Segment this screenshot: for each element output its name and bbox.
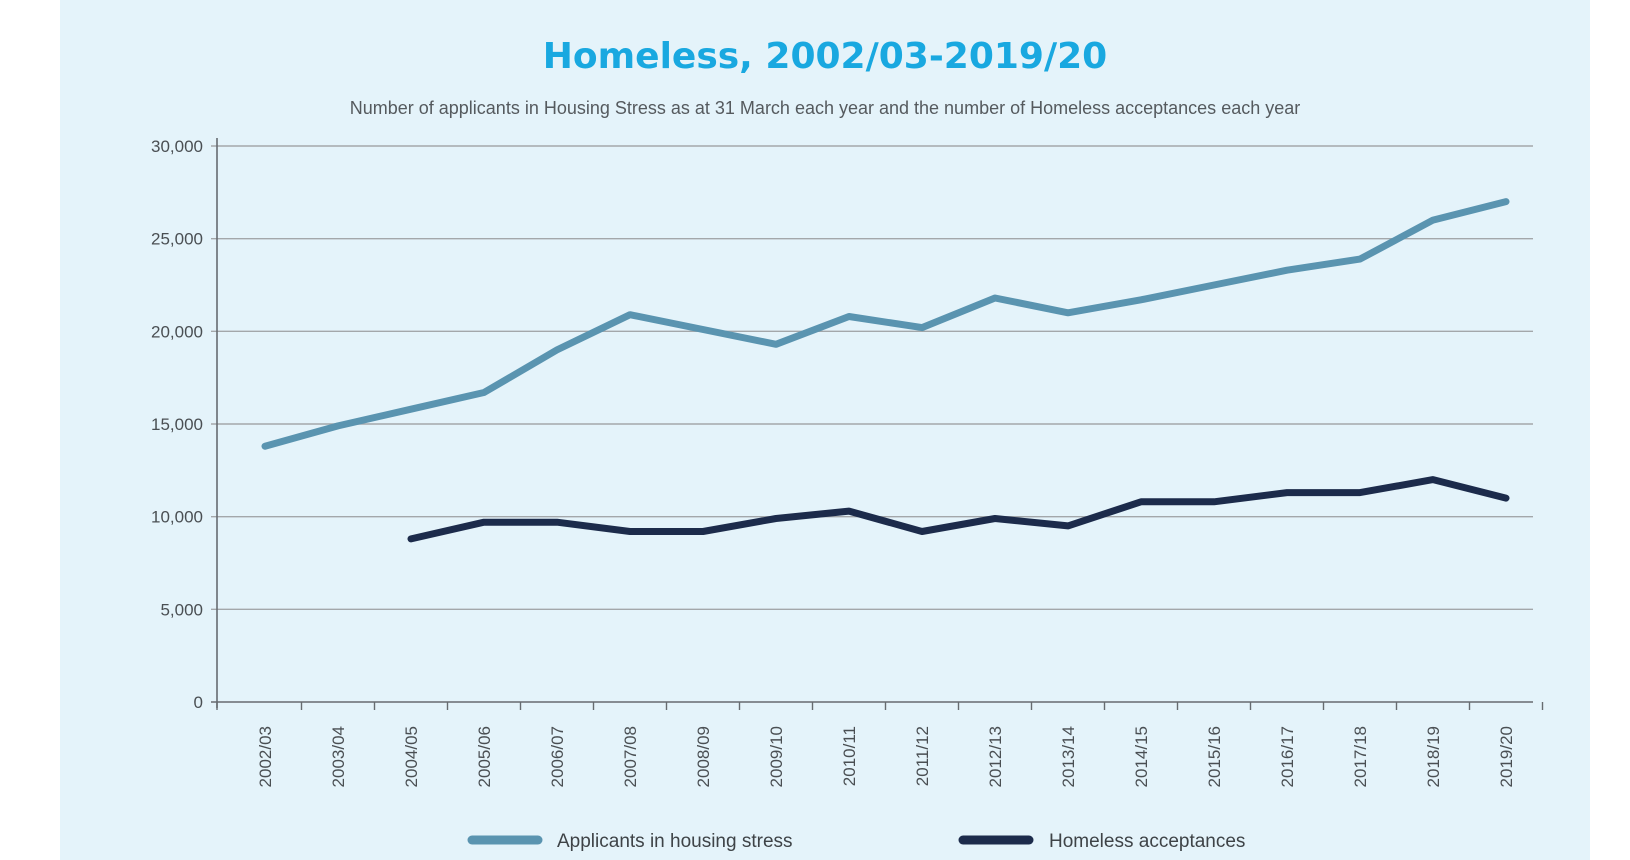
x-tick-label: 2006/07 [548,726,567,787]
legend-label: Applicants in housing stress [557,831,793,852]
x-tick-label: 2003/04 [329,726,348,787]
x-tick-label: 2008/09 [694,726,713,787]
series-line-housing-stress [261,198,1510,450]
x-tick-label: 2018/19 [1424,726,1443,787]
x-tick-label: 2019/20 [1497,726,1516,787]
x-tick-label: 2013/14 [1059,726,1078,787]
y-tick-label: 0 [194,693,203,712]
y-tick-label: 30,000 [151,137,203,156]
y-tick-label: 20,000 [151,322,203,341]
x-tick-label: 2010/11 [840,726,859,786]
x-tick-label: 2004/05 [402,726,421,787]
x-tick-label: 2014/15 [1132,726,1151,787]
x-tick-label: 2009/10 [767,726,786,787]
chart-panel: Homeless, 2002/03-2019/20 Number of appl… [60,0,1590,860]
y-tick-label: 25,000 [151,230,203,249]
x-tick-label: 2007/08 [621,726,640,787]
x-tick-label: 2012/13 [986,726,1005,787]
x-tick-label: 2005/06 [475,726,494,787]
chart-subtitle: Number of applicants in Housing Stress a… [349,98,1301,118]
x-tick-label: 2002/03 [256,726,275,787]
x-tick-label: 2016/17 [1278,726,1297,787]
y-tick-label: 5,000 [160,600,203,619]
series-line-homeless-acceptances [407,476,1510,543]
legend-label: Homeless acceptances [1049,831,1245,852]
line-chart: 0 5,000 10,000 15,000 20,000 25,000 30,000 2002… [151,137,1544,852]
x-tick-label: 2015/16 [1205,726,1224,787]
chart-title: Homeless, 2002/03-2019/20 [542,36,1108,77]
y-tick-label: 10,000 [151,508,203,527]
x-tick-label: 2017/18 [1351,726,1370,787]
y-tick-label: 15,000 [151,415,203,434]
x-tick-label: 2011/12 [913,726,932,786]
